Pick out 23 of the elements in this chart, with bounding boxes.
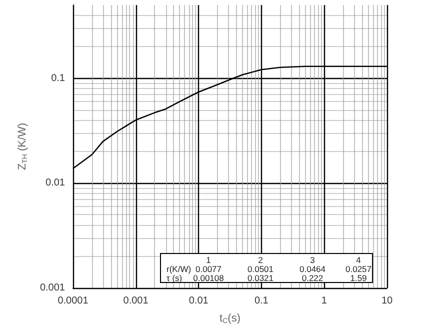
- x-tick-label: 0.01: [188, 296, 209, 306]
- annotation: τ (s): [166, 273, 182, 283]
- x-tick-label: 10: [381, 296, 393, 306]
- x-tick-label: 0.001: [123, 296, 149, 306]
- annotation: 4: [356, 255, 362, 265]
- annotation: r(K/W): [166, 264, 192, 274]
- y-tick-label: 0.01: [46, 178, 66, 189]
- x-tick-label: 0.1: [254, 296, 269, 306]
- annotation: 1: [206, 255, 212, 265]
- annotation: 3: [310, 255, 316, 265]
- x-tick-label: 1: [321, 296, 328, 306]
- y-tick-label: 0.1: [51, 72, 66, 84]
- y-tick-label: 0.001: [40, 282, 66, 294]
- annotation: 1.59: [350, 273, 368, 283]
- x-tick-label: 0.0001: [58, 296, 89, 306]
- annotation: 0.00108: [193, 273, 224, 283]
- annotation: 0.0257: [346, 264, 372, 274]
- annotation: 2: [258, 255, 264, 265]
- annotation: 0.0464: [300, 264, 326, 274]
- annotation: 0.0321: [248, 273, 274, 283]
- annotation: 0.0077: [196, 264, 222, 274]
- annotation: 0.222: [302, 273, 324, 283]
- annotation: 0.0501: [248, 264, 274, 274]
